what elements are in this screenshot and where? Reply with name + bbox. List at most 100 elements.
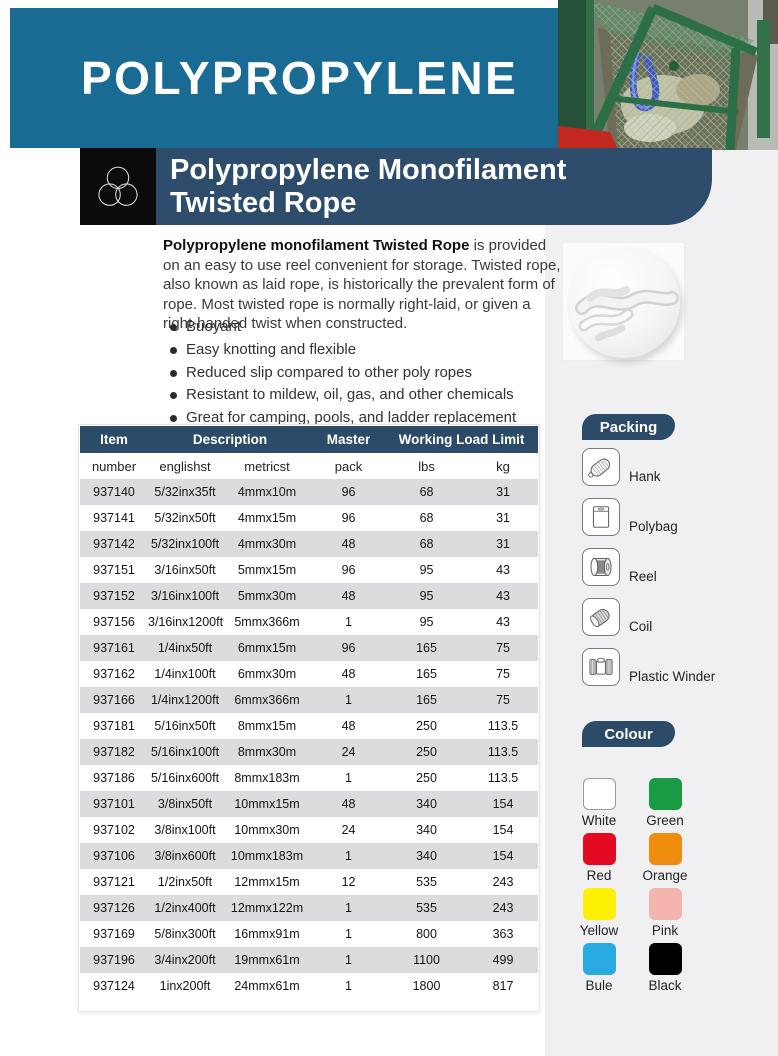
- table-cell: 250: [385, 739, 469, 765]
- table-cell: 31: [468, 505, 539, 531]
- table-cell: 937106: [80, 843, 148, 869]
- table-cell: 48: [312, 791, 386, 817]
- table-cell: 96: [312, 479, 386, 505]
- table-cell: 5/16inx100ft: [148, 739, 222, 765]
- reel-icon: [582, 548, 620, 586]
- table-row: 937196 3/4inx200ft 19mmx61m 1 1100 499: [80, 947, 539, 973]
- table-cell: 43: [468, 583, 539, 609]
- table-subheader-cell: number: [80, 453, 148, 479]
- table-cell: 154: [468, 791, 539, 817]
- feature-item: Easy knotting and flexible: [168, 341, 560, 360]
- table-cell: 12mmx122m: [222, 895, 313, 921]
- table-cell: 1/2inx400ft: [148, 895, 222, 921]
- table-cell: 1: [312, 973, 386, 999]
- feature-list: Buoyant Easy knotting and flexible Reduced…: [168, 318, 560, 432]
- colour-swatch-label: Bule: [585, 978, 613, 993]
- table-subheader-cell: pack: [312, 453, 386, 479]
- table-cell: 1: [312, 765, 386, 791]
- table-cell: 1: [312, 609, 386, 635]
- colour-swatch-grid: White Green Red Orange Yellow Pink Bule Black: [566, 778, 698, 993]
- colour-swatch-cell: Red: [566, 833, 632, 883]
- table-cell: 10mmx30m: [222, 817, 313, 843]
- packing-item: Plastic Winder: [582, 648, 774, 686]
- col-header-description: Description: [148, 426, 313, 453]
- colour-swatch-white: [582, 778, 616, 810]
- table-cell: 937140: [80, 479, 148, 505]
- table-cell: 1/2inx50ft: [148, 869, 222, 895]
- table-cell: 243: [468, 895, 539, 921]
- table-cell: 937186: [80, 765, 148, 791]
- table-cell: 937152: [80, 583, 148, 609]
- table-cell: 3/16inx1200ft: [148, 609, 223, 635]
- table-row: 937101 3/8inx50ft 10mmx15m 48 340 154: [80, 791, 539, 817]
- table-subheader-cell: kg: [468, 453, 539, 479]
- table-cell: 1800: [385, 973, 469, 999]
- table-cell: 75: [468, 687, 539, 713]
- table-cell: 3/8inx600ft: [148, 843, 222, 869]
- table-cell: 340: [385, 791, 469, 817]
- table-cell: 10mmx183m: [222, 843, 313, 869]
- table-row: 937142 5/32inx100ft 4mmx30m 48 68 31: [80, 531, 539, 557]
- table-cell: 340: [385, 843, 469, 869]
- table-cell: 95: [385, 583, 469, 609]
- machine-photo-graphic: [558, 0, 778, 153]
- colour-swatch-yellow: [582, 888, 616, 920]
- table-cell: 68: [385, 505, 469, 531]
- table-cell: 8mmx30m: [222, 739, 313, 765]
- table-cell: 1100: [385, 947, 469, 973]
- table-cell: 12mmx15m: [222, 869, 313, 895]
- table-cell: 113.5: [468, 739, 539, 765]
- table-cell: 937181: [80, 713, 148, 739]
- table-cell: 937141: [80, 505, 148, 531]
- table-row: 937181 5/16inx50ft 8mmx15m 48 250 113.5: [80, 713, 539, 739]
- table-cell: 937142: [80, 531, 148, 557]
- table-cell: 96: [312, 557, 386, 583]
- colour-swatch-label: Red: [586, 868, 612, 883]
- table-cell: 113.5: [468, 713, 539, 739]
- table-cell: 1: [312, 947, 386, 973]
- table-row: 937161 1/4inx50ft 6mmx15m 96 165 75: [80, 635, 539, 661]
- table-cell: 5/32inx100ft: [148, 531, 222, 557]
- colour-swatch-cell: White: [566, 778, 632, 828]
- table-cell: 165: [385, 687, 469, 713]
- table-cell: 48: [312, 531, 386, 557]
- table-cell: 1/4inx100ft: [148, 661, 222, 687]
- table-row: 937152 3/16inx100ft 5mmx30m 48 95 43: [80, 583, 539, 609]
- table-row: 937166 1/4inx1200ft 6mmx366m 1 165 75: [80, 687, 539, 713]
- table-cell: 165: [385, 661, 469, 687]
- table-cell: 5mmx15m: [222, 557, 313, 583]
- colour-swatch-label: Pink: [651, 923, 679, 938]
- machine-photo: [558, 0, 778, 153]
- table-subheader-cell: metricst: [222, 453, 313, 479]
- packing-item: Coil: [582, 598, 774, 636]
- polybag-icon: [582, 498, 620, 536]
- table-cell: 5/16inx50ft: [148, 713, 222, 739]
- rope-photo-circle: [567, 246, 680, 358]
- table-cell: 31: [468, 531, 539, 557]
- table-cell: 535: [385, 895, 469, 921]
- table-cell: 48: [312, 661, 386, 687]
- intro-lead-bold: Polypropylene monofilament Twisted Rope: [163, 237, 470, 254]
- table-cell: 6mmx15m: [222, 635, 313, 661]
- table-cell: 48: [312, 713, 386, 739]
- spec-table-card: Item Description Master Working Load Lim…: [78, 424, 540, 1012]
- table-cell: 937102: [80, 817, 148, 843]
- packing-item-label: Coil: [629, 619, 653, 634]
- table-row: 937106 3/8inx600ft 10mmx183m 1 340 154: [80, 843, 539, 869]
- three-circles-logo-icon: [98, 166, 138, 206]
- table-cell: 1: [312, 843, 386, 869]
- product-banner: Polypropylene Monofilament Twisted Rope: [80, 148, 712, 225]
- table-cell: 6mmx366m: [222, 687, 313, 713]
- feature-item: Buoyant: [168, 318, 560, 337]
- colour-swatch-cell: Green: [632, 778, 698, 828]
- table-cell: 43: [468, 557, 539, 583]
- table-cell: 817: [468, 973, 539, 999]
- table-cell: 363: [468, 921, 539, 947]
- table-cell: 535: [385, 869, 469, 895]
- colour-badge: Colour: [582, 721, 675, 747]
- table-cell: 5/16inx600ft: [148, 765, 222, 791]
- table-cell: 3/16inx50ft: [148, 557, 222, 583]
- packing-item-label: Hank: [629, 469, 661, 484]
- table-cell: 8mmx183m: [222, 765, 313, 791]
